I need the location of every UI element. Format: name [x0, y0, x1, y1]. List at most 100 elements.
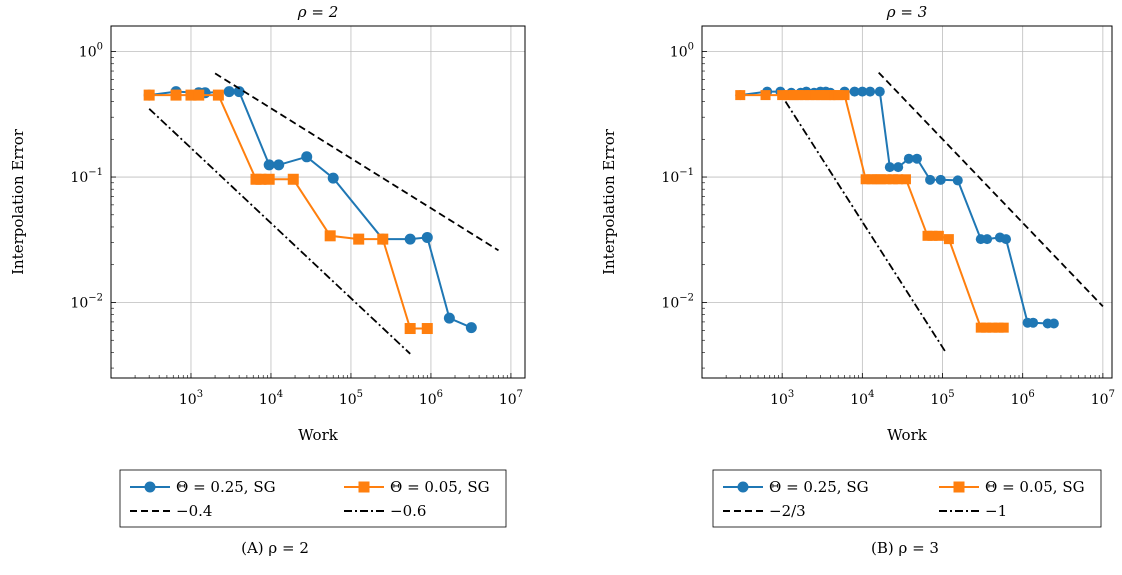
data-point: [860, 174, 871, 185]
data-point: [377, 233, 389, 245]
legend-marker: [144, 481, 156, 493]
data-point: [981, 322, 992, 333]
data-point: [935, 174, 946, 185]
data-point: [911, 153, 922, 164]
legend-label: −0.4: [176, 502, 212, 520]
data-point: [760, 90, 771, 101]
data-point: [875, 174, 886, 185]
reference-line: [214, 72, 499, 252]
legend-label: −0.6: [390, 502, 426, 520]
data-point: [465, 322, 477, 334]
data-point: [170, 89, 182, 101]
data-point: [783, 90, 794, 101]
data-point: [874, 86, 885, 97]
data-point: [287, 173, 299, 185]
series: [143, 72, 499, 355]
y-axis-label: Interpolation Error: [600, 128, 618, 275]
x-axis-label: Work: [887, 426, 928, 444]
data-point: [943, 234, 954, 245]
data-point: [903, 153, 914, 164]
data-point: [987, 322, 998, 333]
data-point: [255, 173, 267, 185]
x-axis-label: Work: [298, 426, 339, 444]
data-point: [327, 172, 339, 184]
data-point: [884, 162, 895, 173]
plot-area: [701, 25, 1113, 379]
data-point: [952, 175, 963, 186]
series: [735, 71, 1104, 353]
chart-title: ρ = 2: [297, 3, 338, 21]
data-point: [900, 174, 911, 185]
legend-label: −1: [985, 502, 1007, 520]
data-point: [849, 86, 860, 97]
reference-line: [148, 108, 411, 355]
data-point: [793, 90, 804, 101]
data-point: [804, 90, 815, 101]
data-point: [998, 322, 1009, 333]
y-axis-label: Interpolation Error: [9, 128, 27, 275]
data-point: [993, 322, 1004, 333]
caption-a: (A) ρ = 2: [241, 539, 309, 557]
data-point: [857, 86, 868, 97]
legend-label: Θ = 0.25, SG: [176, 478, 276, 496]
reference-line: [878, 71, 1104, 308]
legend-label: Θ = 0.25, SG: [769, 478, 869, 496]
reference-line: [784, 101, 947, 353]
data-point: [263, 159, 275, 171]
data-point: [975, 322, 986, 333]
legend-box: [712, 469, 1102, 528]
data-point: [735, 90, 746, 101]
data-point: [925, 174, 936, 185]
data-point: [233, 86, 245, 98]
data-point: [927, 230, 938, 241]
data-point: [185, 89, 197, 101]
caption-b: (B) ρ = 3: [871, 539, 939, 557]
legend-label: −2/3: [769, 502, 806, 520]
legend: Θ = 0.25, SG Θ = 0.05, SG −0.4 −0.6: [119, 469, 507, 528]
plot-area: [110, 25, 526, 379]
data-point: [421, 323, 433, 335]
data-point: [212, 89, 224, 101]
data-point: [324, 230, 336, 242]
data-point: [301, 151, 313, 163]
data-point: [404, 323, 416, 335]
legend-marker: [953, 481, 965, 493]
legend-label: Θ = 0.05, SG: [985, 478, 1085, 496]
data-point: [263, 173, 275, 185]
legend-label: Θ = 0.05, SG: [390, 478, 490, 496]
data-point: [982, 234, 993, 245]
legend-box: [119, 469, 507, 528]
data-point: [443, 312, 455, 324]
data-point: [799, 90, 810, 101]
data-point: [777, 90, 788, 101]
data-point: [1001, 234, 1012, 245]
data-point: [815, 90, 826, 101]
legend-marker: [358, 481, 370, 493]
data-point: [1028, 317, 1039, 328]
grid: [111, 26, 525, 378]
data-point: [193, 89, 205, 101]
data-point: [893, 162, 904, 173]
chart-title: ρ = 3: [886, 3, 927, 21]
data-point: [353, 233, 365, 245]
data-point: [273, 159, 285, 171]
data-point: [933, 230, 944, 241]
data-point: [421, 231, 433, 243]
data-point: [893, 174, 904, 185]
minor-ticks: [702, 51, 1104, 378]
legend: Θ = 0.25, SG Θ = 0.05, SG −2/3 −1: [712, 469, 1102, 528]
data-point: [865, 86, 876, 97]
data-point: [881, 174, 892, 185]
data-point: [887, 174, 898, 185]
data-point: [404, 233, 416, 245]
data-point: [143, 89, 155, 101]
data-point: [839, 90, 850, 101]
data-point: [833, 90, 844, 101]
data-point: [223, 86, 235, 98]
legend-marker: [737, 481, 749, 493]
data-point: [1048, 318, 1059, 329]
